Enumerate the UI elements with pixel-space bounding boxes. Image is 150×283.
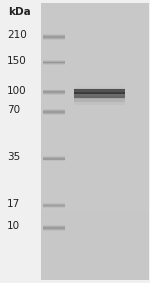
Bar [74, 87, 125, 94]
Bar [40, 225, 148, 239]
Bar [43, 157, 64, 159]
Bar [43, 110, 64, 111]
Bar [74, 90, 124, 92]
Text: 17: 17 [7, 199, 20, 209]
Bar [43, 206, 64, 208]
Bar [74, 96, 125, 102]
Bar [43, 111, 64, 113]
Bar [40, 155, 148, 169]
Bar [43, 156, 64, 158]
Bar [40, 44, 148, 58]
Bar [40, 211, 148, 225]
Bar [43, 203, 64, 205]
Bar [43, 92, 64, 94]
Bar [40, 17, 148, 31]
Bar [74, 99, 125, 105]
Text: 210: 210 [7, 30, 27, 40]
Bar [43, 38, 64, 40]
Text: 35: 35 [7, 152, 20, 162]
Text: 100: 100 [7, 85, 26, 96]
Bar [43, 110, 64, 112]
Bar [40, 58, 148, 72]
Bar [43, 158, 64, 160]
Bar [40, 266, 148, 280]
Text: 70: 70 [7, 105, 20, 115]
Bar [40, 3, 148, 280]
Bar [74, 93, 125, 99]
Bar [40, 114, 148, 128]
Bar [40, 72, 148, 86]
Bar [43, 61, 64, 63]
Bar [43, 62, 64, 63]
Bar [43, 227, 64, 229]
Bar [40, 86, 148, 100]
Bar [43, 205, 64, 206]
Bar [43, 37, 64, 39]
Text: 10: 10 [7, 221, 20, 231]
Bar [43, 60, 64, 62]
Bar [43, 91, 64, 92]
Text: 150: 150 [7, 56, 27, 66]
Bar [40, 252, 148, 266]
Bar [74, 89, 125, 94]
Bar [74, 92, 125, 98]
Bar [43, 205, 64, 207]
Bar [43, 113, 64, 115]
Bar [40, 239, 148, 252]
Bar [43, 229, 64, 231]
Bar [43, 159, 64, 160]
Bar [43, 91, 64, 93]
Bar [40, 128, 148, 142]
Bar [43, 36, 64, 38]
Bar [40, 183, 148, 197]
Bar [74, 85, 125, 91]
Bar [40, 142, 148, 155]
Bar [40, 100, 148, 114]
Bar [43, 63, 64, 65]
Bar [43, 204, 64, 205]
Bar [0, 0, 40, 283]
Bar [43, 112, 64, 114]
Bar [43, 226, 64, 228]
Bar [43, 228, 64, 230]
Bar [40, 3, 148, 17]
Bar [40, 197, 148, 211]
Bar [43, 90, 64, 91]
Bar [40, 31, 148, 44]
Bar [43, 35, 64, 37]
Text: kDa: kDa [8, 7, 31, 17]
Bar [43, 93, 64, 95]
Bar [43, 160, 64, 161]
Bar [43, 226, 64, 227]
Bar [74, 90, 125, 97]
Bar [40, 169, 148, 183]
Bar [43, 35, 64, 36]
Bar [43, 63, 64, 64]
